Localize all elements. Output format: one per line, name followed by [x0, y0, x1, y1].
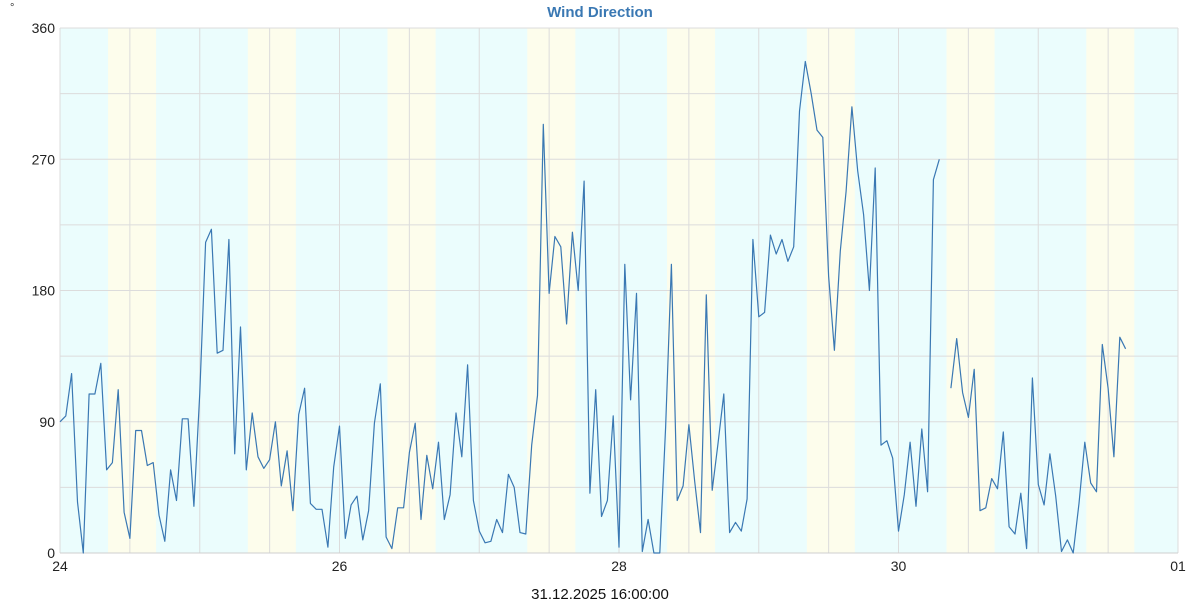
y-tick-label-180: 180 [32, 283, 56, 299]
chart-title: Wind Direction [547, 4, 653, 21]
current-time-label: 31.12.2025 16:00:00 [531, 586, 669, 600]
y-tick-label-0: 0 [47, 545, 55, 561]
series-layer [59, 60, 1127, 554]
y-axis: 0 90 180 270 360 [32, 20, 56, 561]
y-tick-label-90: 90 [39, 414, 55, 430]
x-tick-label-24: 24 [52, 558, 68, 574]
series-line-0-segment-1 [950, 336, 1127, 554]
y-tick-label-360: 360 [32, 20, 56, 36]
y-tick-label-270: 270 [32, 151, 56, 167]
y-unit-label: ° [10, 2, 14, 14]
grid-lines [59, 27, 1179, 554]
x-axis: 24 26 28 30 01 [52, 558, 1186, 574]
x-tick-label-01: 01 [1170, 558, 1186, 574]
x-tick-label-28: 28 [611, 558, 627, 574]
x-tick-label-30: 30 [891, 558, 907, 574]
series-line-0-segment-0 [59, 60, 940, 554]
x-tick-label-26: 26 [332, 558, 348, 574]
